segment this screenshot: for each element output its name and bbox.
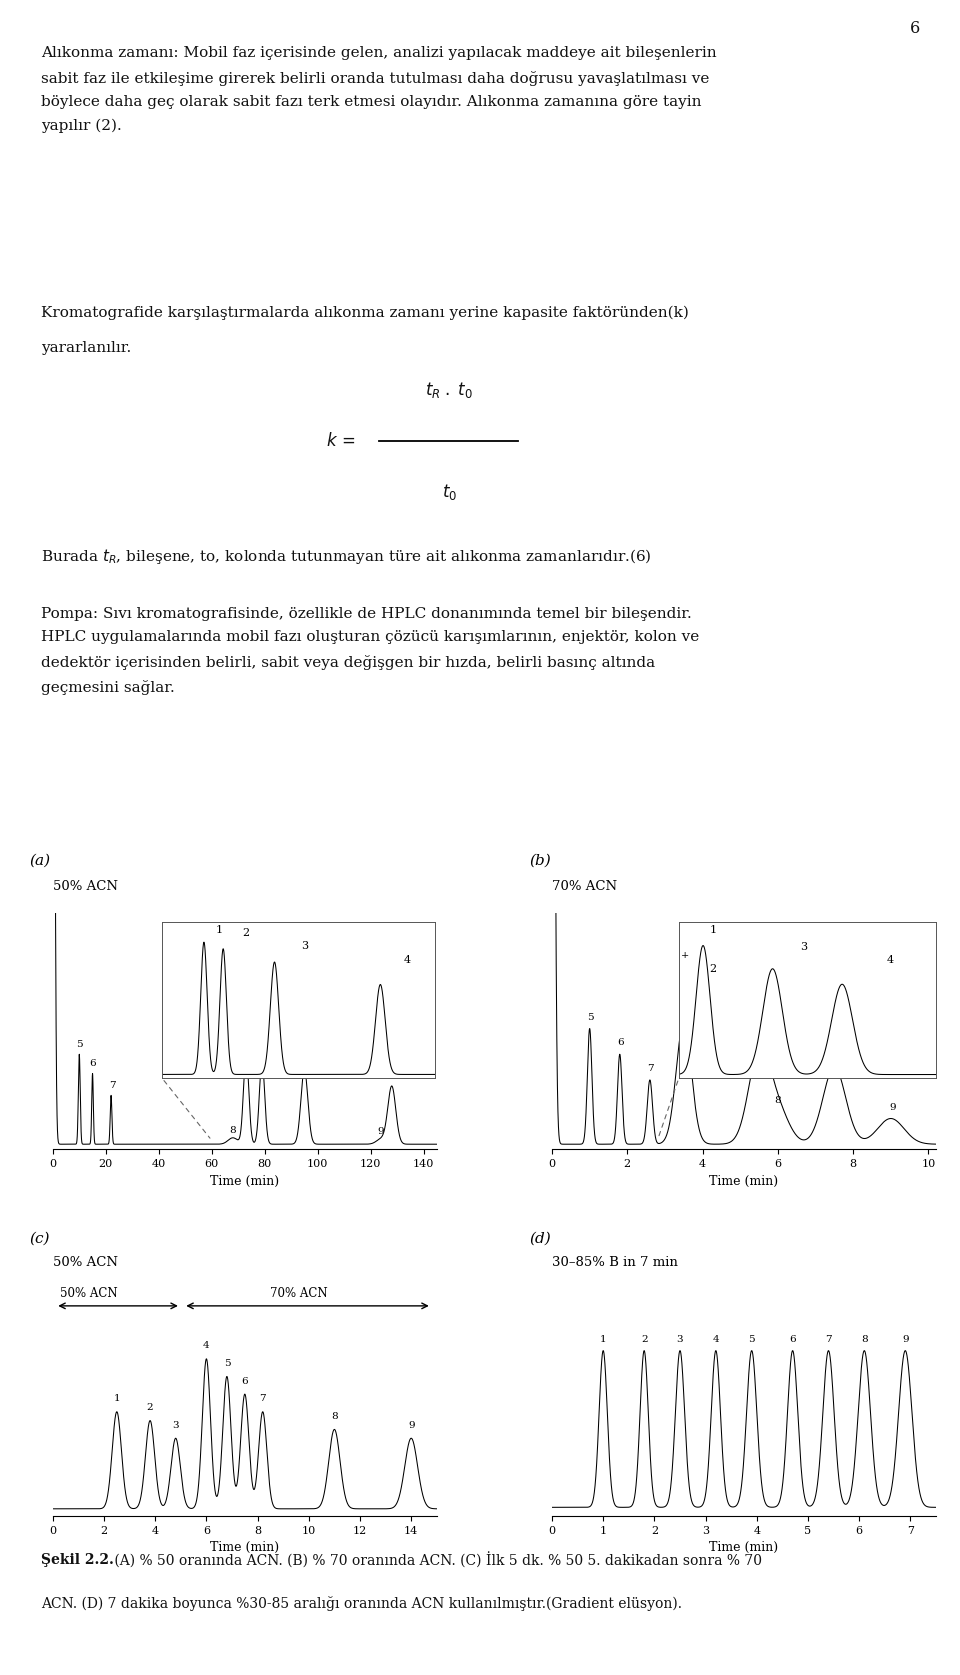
Text: 9: 9 [889, 1102, 896, 1112]
Text: 9: 9 [902, 1335, 908, 1343]
Text: Kromatografide karşılaştırmalarda alıkonma zamanı yerine kapasite faktöründen(k): Kromatografide karşılaştırmalarda alıkon… [41, 305, 689, 320]
Text: 5: 5 [749, 1335, 755, 1343]
Text: 1: 1 [113, 1394, 120, 1404]
X-axis label: Time (min): Time (min) [709, 1541, 779, 1554]
Text: (c): (c) [30, 1233, 50, 1246]
Text: 3: 3 [677, 1335, 684, 1343]
Text: 7: 7 [647, 1064, 654, 1074]
Text: Alıkonma zamanı: Mobil faz içerisinde gelen, analizi yapılacak maddeye ait bileş: Alıkonma zamanı: Mobil faz içerisinde ge… [41, 47, 717, 132]
Text: 3: 3 [173, 1420, 179, 1430]
X-axis label: Time (min): Time (min) [709, 1174, 779, 1188]
Text: 5: 5 [588, 1013, 593, 1022]
Text: 30–85% B in 7 min: 30–85% B in 7 min [552, 1256, 678, 1268]
Text: 7: 7 [259, 1394, 266, 1404]
Text: 50% ACN: 50% ACN [53, 1256, 118, 1268]
Text: 6: 6 [789, 1335, 796, 1343]
Text: (A) % 50 oranında ACN. (B) % 70 oranında ACN. (C) İlk 5 dk. % 50 5. dakikadan so: (A) % 50 oranında ACN. (B) % 70 oranında… [110, 1553, 762, 1569]
Text: 8: 8 [775, 1095, 781, 1106]
Text: 50% ACN: 50% ACN [53, 879, 118, 893]
Text: 50% ACN: 50% ACN [60, 1286, 118, 1300]
Text: 8: 8 [331, 1412, 338, 1420]
Text: 70% ACN: 70% ACN [271, 1286, 328, 1300]
Text: 4: 4 [712, 1335, 719, 1343]
Text: yararlanılır.: yararlanılır. [41, 342, 132, 355]
Text: 1: 1 [600, 1335, 607, 1343]
Text: 4: 4 [204, 1342, 209, 1350]
Text: (b): (b) [529, 854, 551, 868]
Text: 6: 6 [89, 1059, 96, 1067]
Text: 9: 9 [408, 1420, 415, 1430]
Text: Burada $t_R$, bileşene, to, kolonda tutunmayan türe ait alıkonma zamanlarıdır.(6: Burada $t_R$, bileşene, to, kolonda tutu… [41, 546, 652, 566]
Text: ACN. (D) 7 dakika boyunca %30-85 aralığı oranında ACN kullanılmıştır.(Gradient e: ACN. (D) 7 dakika boyunca %30-85 aralığı… [41, 1596, 683, 1611]
Text: 5: 5 [76, 1040, 83, 1049]
Text: 2: 2 [641, 1335, 647, 1343]
Text: Şekil 2.2.: Şekil 2.2. [41, 1553, 114, 1566]
Text: 6: 6 [909, 20, 920, 37]
Text: 6: 6 [617, 1038, 624, 1047]
Text: 8: 8 [229, 1126, 236, 1134]
Text: 7: 7 [826, 1335, 831, 1343]
Text: 9: 9 [378, 1127, 385, 1136]
Text: 8: 8 [861, 1335, 868, 1343]
Text: (d): (d) [529, 1233, 551, 1246]
Text: 70% ACN: 70% ACN [552, 879, 617, 893]
X-axis label: Time (min): Time (min) [210, 1541, 279, 1554]
Text: 2: 2 [147, 1404, 154, 1412]
Text: (a): (a) [30, 854, 51, 868]
Text: 6: 6 [242, 1377, 248, 1385]
Text: $t_R\;.\;t_0$: $t_R\;.\;t_0$ [425, 380, 473, 400]
Text: $k\,=$: $k\,=$ [326, 432, 355, 449]
X-axis label: Time (min): Time (min) [210, 1174, 279, 1188]
Text: $t_0$: $t_0$ [442, 482, 457, 502]
Text: 5: 5 [224, 1358, 230, 1368]
Text: Pompa: Sıvı kromatografisinde, özellikle de HPLC donanımında temel bir bileşendi: Pompa: Sıvı kromatografisinde, özellikle… [41, 606, 700, 695]
Text: 7: 7 [109, 1080, 116, 1090]
